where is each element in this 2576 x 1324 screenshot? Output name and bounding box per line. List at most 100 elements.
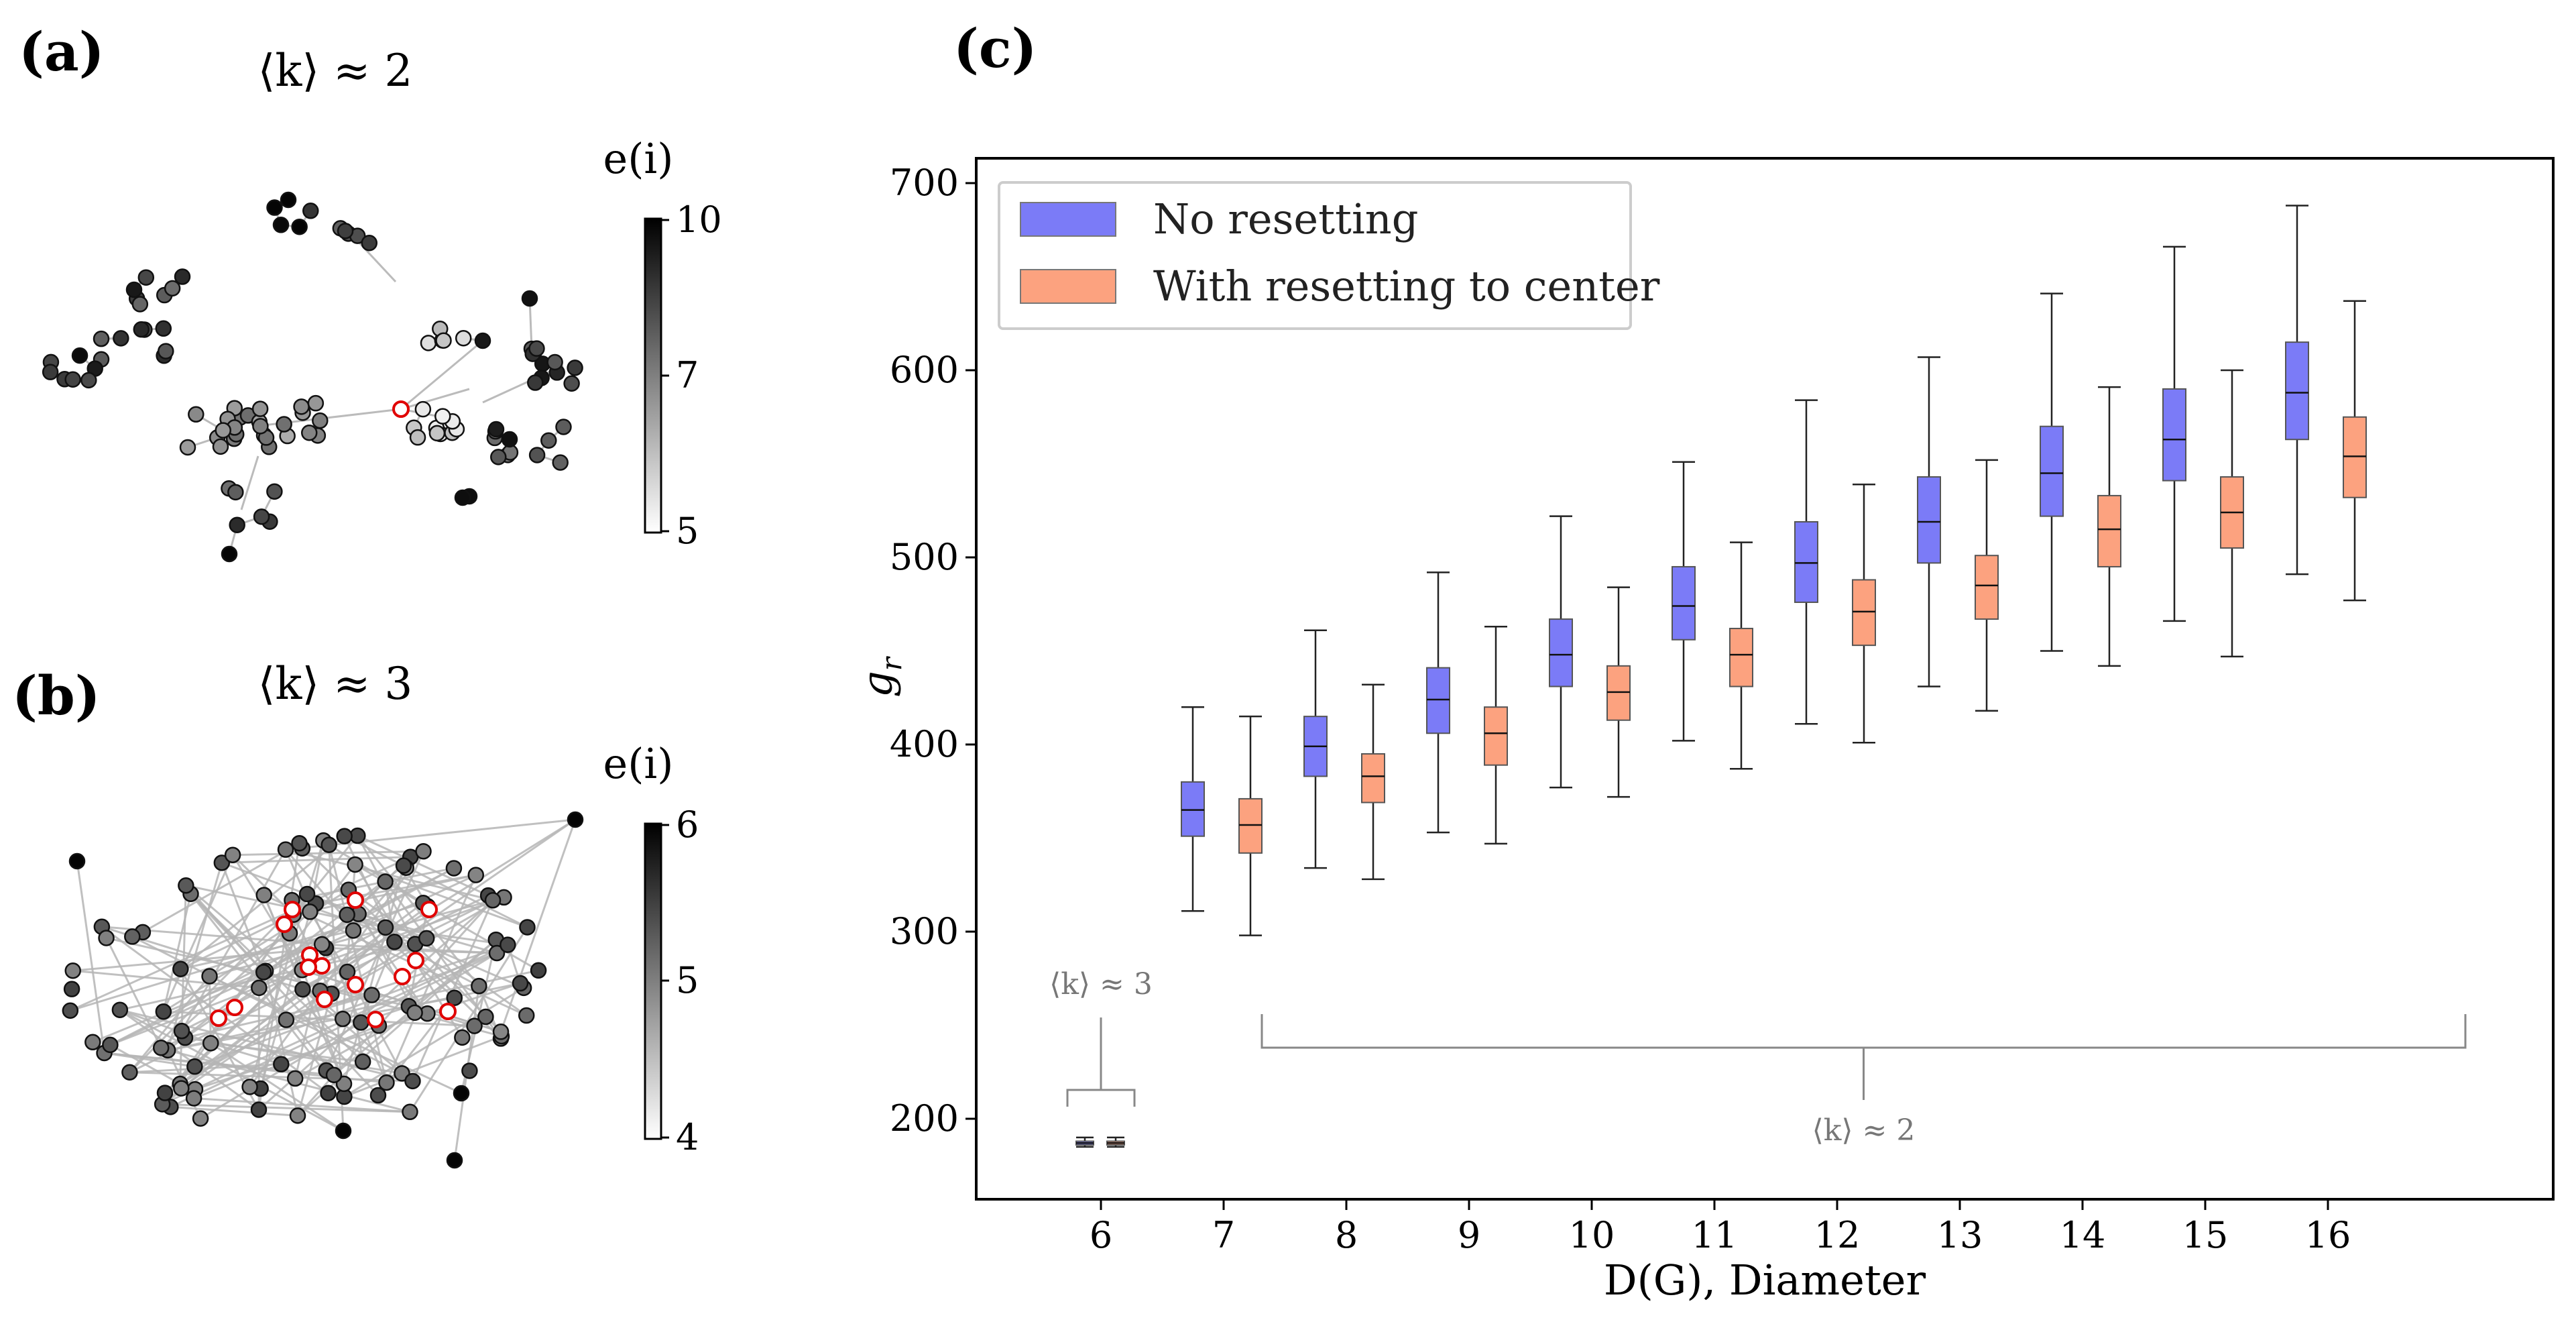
node xyxy=(428,425,446,442)
network-b xyxy=(62,811,584,1169)
center-node xyxy=(347,976,364,993)
node xyxy=(406,1004,423,1022)
edge xyxy=(302,818,576,991)
box-no-reset-16 xyxy=(2285,205,2309,575)
node xyxy=(266,199,283,216)
box-with-reset-14 xyxy=(2097,386,2121,667)
colorbar-a-tick-max: 10 xyxy=(676,199,722,241)
colorbar-a-ticks: 10 7 5 xyxy=(661,199,722,552)
node xyxy=(272,217,290,233)
x-tick-label: 11 xyxy=(1692,1214,1738,1256)
x-tick-label: 9 xyxy=(1458,1214,1480,1256)
colorbar-a xyxy=(644,217,662,534)
box xyxy=(1361,753,1385,804)
box-with-reset-8 xyxy=(1361,683,1385,881)
node xyxy=(446,1152,463,1169)
node xyxy=(420,335,437,351)
edge xyxy=(409,926,528,1113)
y-tick-label: 400 xyxy=(890,723,959,765)
plot-frame xyxy=(975,157,2555,1201)
y-tick-label: 600 xyxy=(890,349,959,391)
node xyxy=(518,1007,535,1024)
center-node xyxy=(367,1011,384,1028)
box-no-reset-14 xyxy=(2040,292,2064,652)
node xyxy=(289,1107,306,1124)
box-no-reset-9 xyxy=(1426,571,1450,834)
colorbar-a-label: e(i) xyxy=(603,134,674,183)
node xyxy=(229,516,245,533)
node xyxy=(313,936,331,953)
box-with-reset-7 xyxy=(1238,715,1263,936)
node xyxy=(300,425,318,441)
node xyxy=(155,1003,172,1020)
node xyxy=(124,928,141,945)
edge xyxy=(170,952,497,1108)
edge xyxy=(286,994,372,1021)
y-axis-label: gr xyxy=(853,655,908,698)
node xyxy=(62,1002,79,1019)
node xyxy=(471,977,487,995)
node xyxy=(80,372,97,389)
edge xyxy=(357,834,489,897)
node xyxy=(64,962,81,979)
node xyxy=(68,852,86,870)
node xyxy=(84,1034,101,1051)
node xyxy=(402,1103,418,1121)
x-tick-label: 16 xyxy=(2305,1214,2351,1256)
box-with-reset-11 xyxy=(1729,541,1753,770)
center-node xyxy=(276,916,293,933)
box xyxy=(1606,665,1631,721)
panel-a-label: (a) xyxy=(19,20,105,83)
node xyxy=(250,1101,268,1118)
edge xyxy=(240,455,259,510)
node xyxy=(291,218,308,235)
node xyxy=(337,223,354,239)
node xyxy=(111,1001,129,1018)
edge xyxy=(528,298,533,349)
node xyxy=(492,1024,510,1040)
colorbar-a-tick-mid: 7 xyxy=(676,354,699,396)
node xyxy=(179,439,196,456)
edge xyxy=(162,1103,410,1113)
edge xyxy=(210,1042,344,1132)
node xyxy=(131,296,149,313)
panel-a: (a) ⟨k⟩ ≈ 2 e(i) 10 7 5 xyxy=(19,20,722,563)
node xyxy=(227,484,244,501)
edge xyxy=(70,850,424,1012)
node xyxy=(540,432,557,449)
node xyxy=(567,360,583,376)
node xyxy=(527,374,544,391)
y-tick-label: 700 xyxy=(890,162,959,204)
node xyxy=(302,903,318,920)
box xyxy=(2097,494,2121,567)
node xyxy=(414,400,432,418)
node xyxy=(336,828,353,844)
edge xyxy=(142,842,300,934)
edge xyxy=(166,862,223,1051)
center-node xyxy=(439,1003,457,1020)
node xyxy=(213,854,231,871)
box-with-reset-10 xyxy=(1606,586,1631,798)
center-node xyxy=(284,901,301,918)
legend-entry: No resetting xyxy=(1153,195,1418,243)
edge xyxy=(119,1009,344,1132)
colorbar-b-tick-max: 6 xyxy=(676,804,699,846)
x-tick-label: 7 xyxy=(1212,1214,1235,1256)
node xyxy=(212,438,229,455)
node xyxy=(158,343,174,360)
node xyxy=(415,843,432,860)
node xyxy=(253,508,270,525)
x-tick-label: 10 xyxy=(1569,1214,1615,1256)
node xyxy=(293,398,310,415)
box-no-reset-10 xyxy=(1549,515,1573,789)
x-axis-label: D(G), Diameter xyxy=(1604,1256,1926,1305)
edge xyxy=(190,893,379,1097)
node xyxy=(363,987,380,1003)
y-tick-label: 300 xyxy=(890,910,959,952)
node xyxy=(490,449,507,465)
node xyxy=(404,1072,421,1090)
box-no-reset-12 xyxy=(1794,399,1818,725)
box-with-reset-13 xyxy=(1975,459,1999,712)
node xyxy=(294,981,311,998)
node xyxy=(347,856,363,873)
